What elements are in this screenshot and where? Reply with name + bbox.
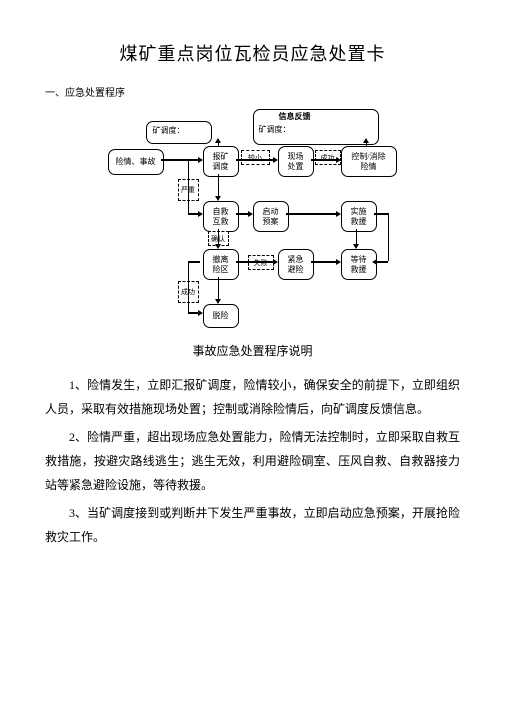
arrow bbox=[218, 174, 220, 197]
arrow bbox=[311, 159, 337, 161]
flowchart-caption: 事故应急处置程序说明 bbox=[45, 342, 460, 359]
dispatch-label: 矿调度： bbox=[152, 125, 186, 136]
page: 煤矿重点岗位瓦检员应急处置卡 一、应急处置程序 信息反馈 矿调度： 矿调度： 险… bbox=[0, 0, 505, 593]
arrow bbox=[236, 213, 249, 215]
arrow bbox=[161, 159, 199, 161]
arrow bbox=[236, 159, 274, 161]
node-hazard: 险情、事故 bbox=[108, 149, 164, 175]
arrow bbox=[366, 142, 368, 146]
flowchart: 信息反馈 矿调度： 矿调度： 险情、事故 报矿 调度 现场 处置 控制/消除 险… bbox=[108, 109, 398, 334]
arrow bbox=[188, 261, 190, 313]
node-report: 报矿 调度 bbox=[203, 146, 239, 177]
paragraph-3: 3、当矿调度接到或判断井下发生严重事故，立即启动应急预案，开展抢险救灾工作。 bbox=[45, 501, 460, 549]
node-wait: 等待 救援 bbox=[341, 249, 377, 280]
arrow bbox=[311, 261, 337, 263]
arrow bbox=[218, 277, 220, 300]
node-implement: 实施 救援 bbox=[341, 201, 377, 232]
arrow bbox=[188, 261, 200, 263]
arrow bbox=[376, 261, 388, 263]
node-emergency: 紧急 避险 bbox=[278, 249, 314, 280]
node-exit: 脱险 bbox=[203, 304, 239, 328]
arrow bbox=[218, 142, 220, 146]
arrow bbox=[188, 312, 199, 314]
arrow bbox=[286, 213, 337, 215]
node-evacuate: 撤离 险区 bbox=[203, 249, 239, 280]
paragraph-2: 2、险情严重，超出现场应急处置能力，险情无法控制时，立即采取自救互救措施，按避灾… bbox=[45, 425, 460, 497]
dispatch-label-2: 矿调度： bbox=[258, 124, 292, 135]
arrow bbox=[188, 213, 199, 215]
paragraph-1: 1、险情发生，立即汇报矿调度，险情较小，确保安全的前提下，立即组织人员，采取有效… bbox=[45, 373, 460, 421]
label-small: 较小 bbox=[241, 150, 270, 165]
feedback-title: 信息反馈 bbox=[278, 111, 312, 122]
node-scene: 现场 处置 bbox=[278, 146, 314, 177]
node-control: 控制/消除 险情 bbox=[341, 146, 397, 177]
label-failed: 失败 bbox=[248, 255, 274, 270]
arrow bbox=[374, 213, 388, 215]
arrow bbox=[188, 159, 190, 214]
arrow bbox=[236, 261, 274, 263]
node-selfrescue: 自救 互救 bbox=[203, 201, 239, 232]
arrow bbox=[218, 229, 220, 245]
doc-title: 煤矿重点岗位瓦检员应急处置卡 bbox=[45, 40, 460, 66]
arrow bbox=[356, 229, 358, 245]
section-heading: 一、应急处置程序 bbox=[45, 84, 460, 99]
arrow bbox=[388, 213, 390, 261]
node-plan: 启动 预案 bbox=[253, 201, 289, 232]
